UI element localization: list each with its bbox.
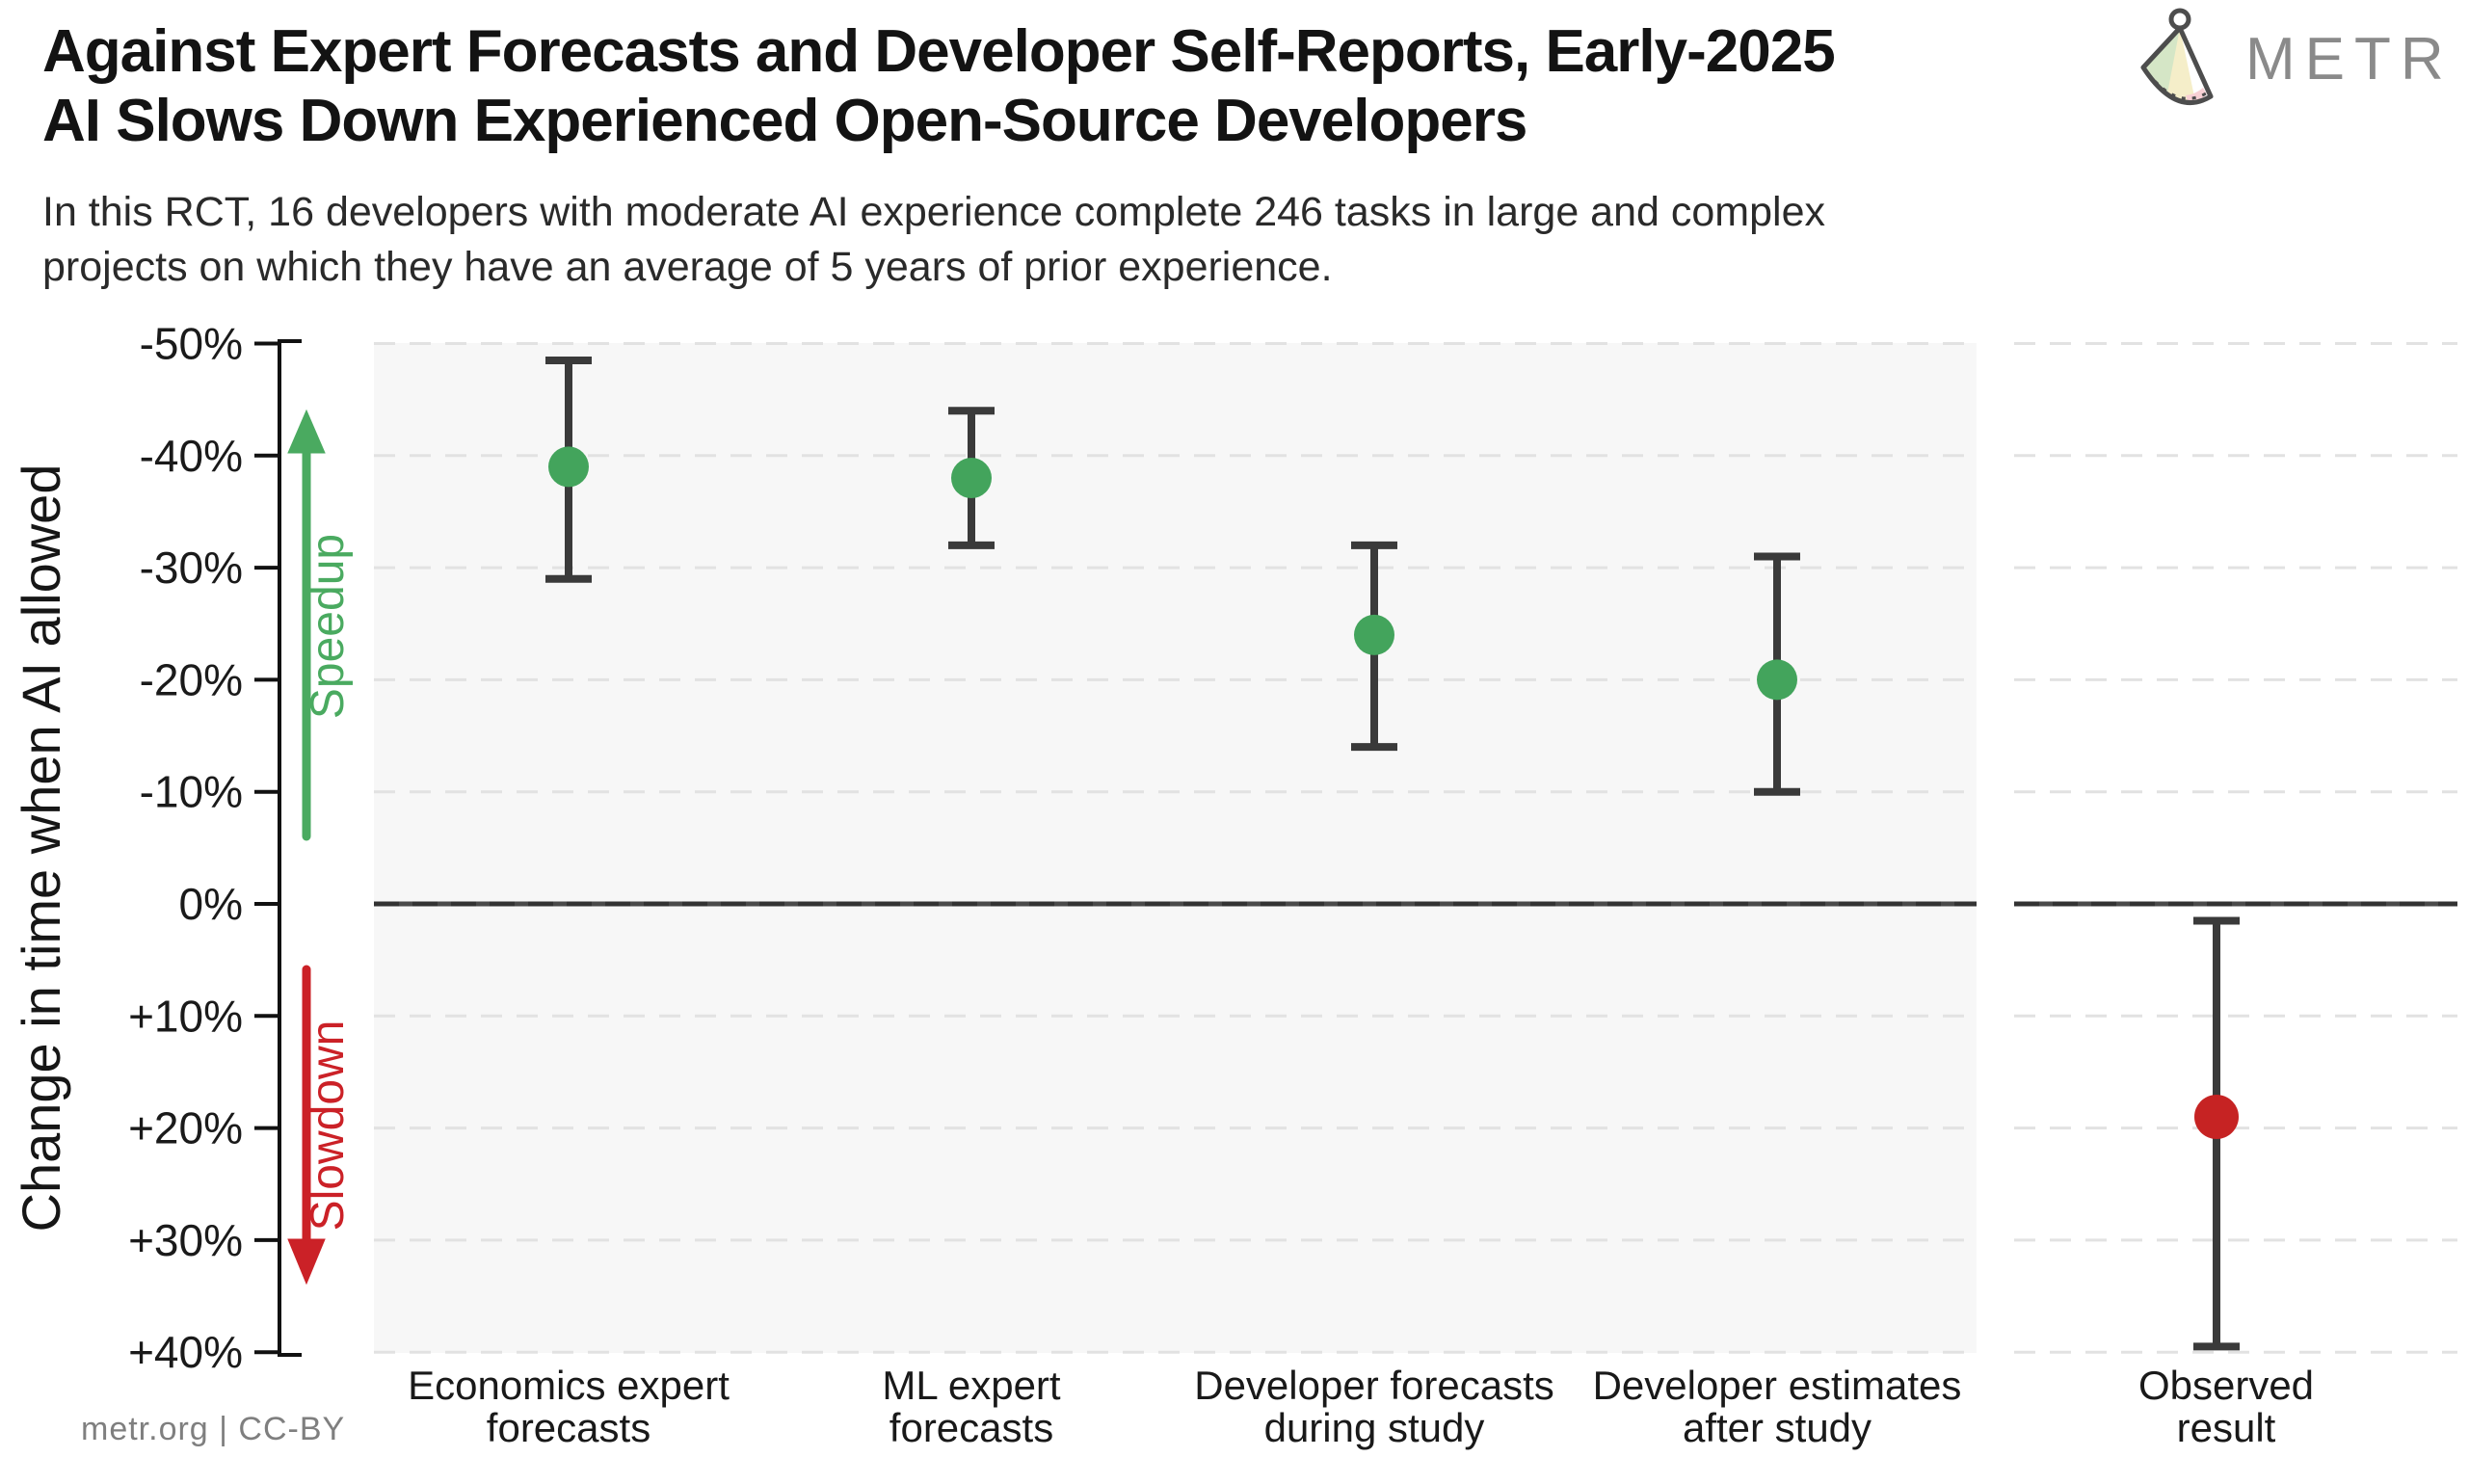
- slowdown-arrow: [287, 965, 326, 1285]
- data-point-developer-estimates-after-study: [1757, 659, 1797, 701]
- page-subtitle: In this RCT, 16 developers with moderate…: [42, 185, 1825, 295]
- tick-label--50: -50%: [140, 319, 243, 369]
- tick-label--30: -30%: [140, 543, 243, 593]
- category-label-economics-expert-forecasts-line2: forecasts: [487, 1405, 650, 1450]
- brand-wordmark: METR: [2245, 26, 2454, 93]
- category-label-economics-expert-forecasts-line1: Economics expert: [408, 1363, 730, 1408]
- category-label-developer-estimates-after-study-line1: Developer estimates: [1593, 1363, 1962, 1408]
- category-label-developer-forecasts-during-study-line1: Developer forecasts: [1194, 1363, 1554, 1408]
- gridlines-group: [374, 342, 2457, 1354]
- slowdown-label: Slowdown: [303, 1020, 354, 1232]
- error-bar-developer-estimates-after-study: [1754, 552, 1800, 796]
- error-bar-developer-forecasts-during-study: [1351, 541, 1397, 752]
- category-label-ml-expert-forecasts-line1: ML expert: [882, 1363, 1061, 1408]
- tick-label--40: -40%: [140, 431, 243, 481]
- tick-label--10: -10%: [140, 767, 243, 817]
- category-label-developer-forecasts-during-study-line2: during study: [1264, 1405, 1485, 1450]
- forecast-panel-background: [374, 343, 1977, 1353]
- data-point-ml-expert-forecasts: [951, 458, 992, 499]
- data-point-observed-result: [2194, 1094, 2239, 1139]
- footer-credit: metr.org | CC-BY: [81, 1411, 346, 1447]
- data-points-group: [545, 356, 2240, 1351]
- tick-labels-group: -50% -40% -30% -20% -10% 0% +10% +20% +30% +40%: [128, 319, 243, 1378]
- tick-marks-group: [254, 341, 279, 1355]
- page-title: Against Expert Forecasts and Developer S…: [42, 17, 1836, 156]
- category-label-developer-estimates-after-study-line2: after study: [1683, 1405, 1872, 1450]
- tick-label--20: -20%: [140, 654, 243, 704]
- tick-label-0: 0%: [179, 879, 243, 929]
- category-label-ml-expert-forecasts-line2: forecasts: [889, 1405, 1053, 1450]
- page-title-line2: AI Slows Down Experienced Open-Source De…: [42, 87, 1527, 154]
- error-bar-ml-expert-forecasts: [948, 407, 995, 549]
- speedup-label: Speedup: [303, 534, 354, 719]
- page-subtitle-line2: projects on which they have an average o…: [42, 243, 1333, 290]
- tick-label-40: +40%: [128, 1327, 243, 1377]
- y-axis: -50% -40% -30% -20% -10% 0% +10% +20% +30% +40%: [128, 319, 302, 1378]
- tick-label-20: +20%: [128, 1103, 243, 1153]
- category-label-observed-result-line2: result: [2177, 1405, 2276, 1450]
- data-point-economics-expert-forecasts: [548, 446, 589, 488]
- page-subtitle-line1: In this RCT, 16 developers with moderate…: [42, 189, 1825, 235]
- tick-label-30: +30%: [128, 1215, 243, 1265]
- metr-pendulum-logo-icon: [2140, 8, 2214, 106]
- y-axis-title: Change in time when AI allowed: [11, 464, 71, 1232]
- page-title-line1: Against Expert Forecasts and Developer S…: [42, 18, 1836, 85]
- tick-label-10: +10%: [128, 991, 243, 1041]
- error-bar-economics-expert-forecasts: [545, 356, 592, 583]
- data-point-developer-forecasts-during-study: [1354, 614, 1394, 655]
- category-label-observed-result-line1: Observed: [2138, 1363, 2314, 1408]
- speedup-arrow: [287, 409, 326, 841]
- error-bar-observed-result: [2193, 916, 2240, 1351]
